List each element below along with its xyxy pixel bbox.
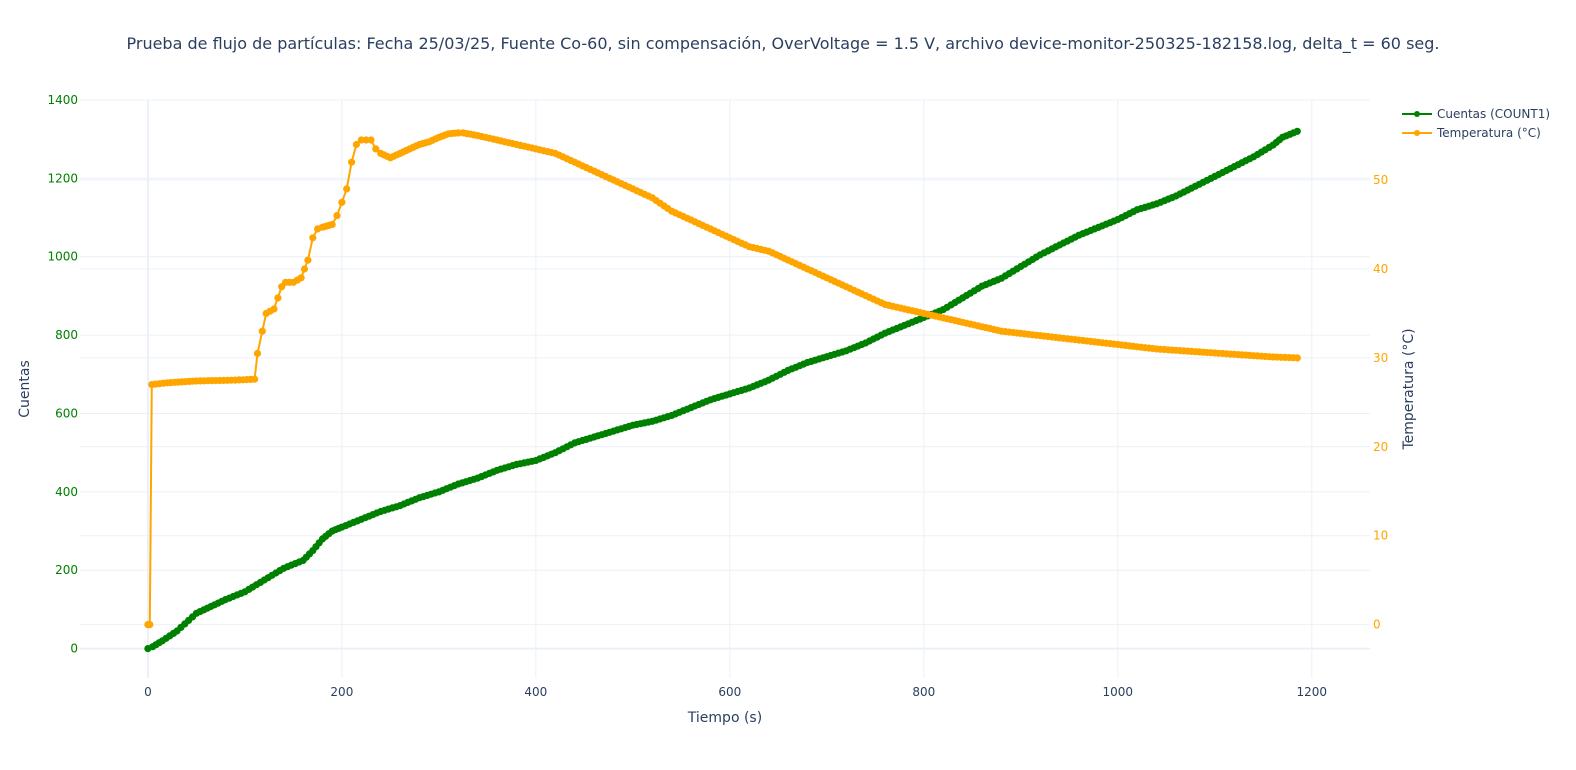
data-point	[300, 265, 309, 273]
x-tick-label: 1200	[1297, 685, 1328, 699]
x-axis-title: Tiempo (s)	[687, 710, 762, 726]
y-tick-label: 0	[70, 642, 78, 656]
data-point	[253, 349, 262, 357]
data-point	[367, 136, 375, 144]
legend-item[interactable]: Cuentas (COUNT1)	[1402, 107, 1550, 121]
data-point	[338, 198, 346, 206]
legend-item[interactable]: Temperatura (°C)	[1402, 126, 1541, 140]
x-tick-label: 1000	[1103, 685, 1134, 699]
grid	[80, 99, 1370, 678]
y2-tick-label: 30	[1373, 351, 1388, 365]
series-layer	[144, 127, 1301, 653]
x-tick-label: 800	[912, 685, 935, 699]
data-point	[328, 220, 336, 229]
y-tick-label: 800	[55, 328, 78, 342]
y2-tick-label: 20	[1373, 440, 1388, 454]
legend-marker	[1414, 130, 1420, 136]
data-point	[333, 212, 341, 220]
x-tick-label: 0	[144, 685, 152, 699]
y2-tick-label: 10	[1373, 529, 1388, 543]
legend-label: Cuentas (COUNT1)	[1437, 107, 1550, 121]
data-point	[251, 375, 259, 383]
legend[interactable]: Cuentas (COUNT1) Temperatura (°C)	[1402, 107, 1550, 140]
legend-label: Temperatura (°C)	[1436, 126, 1541, 140]
data-point	[297, 274, 305, 282]
y2-tick-label: 0	[1373, 618, 1381, 632]
y-tick-label: 200	[55, 563, 78, 577]
y-axis-title: Cuentas	[17, 360, 33, 418]
data-point	[343, 185, 351, 193]
x-tick-label: 600	[718, 685, 741, 699]
plot-background	[80, 100, 1370, 678]
data-point	[274, 294, 282, 302]
data-point	[309, 234, 317, 242]
data-point	[348, 158, 356, 166]
axes: 0 200 400 600 800 1000 12000200400600800100012…	[47, 93, 1388, 699]
y2-tick-label: 50	[1373, 173, 1388, 187]
y2-tick-label: 40	[1373, 262, 1388, 276]
legend-marker	[1414, 111, 1420, 117]
data-point	[1293, 127, 1301, 135]
data-point	[1293, 354, 1301, 362]
data-point	[258, 327, 266, 335]
y-tick-label: 1200	[47, 171, 78, 185]
y-tick-label: 400	[55, 485, 78, 499]
data-point	[146, 621, 154, 629]
data-point	[372, 145, 380, 153]
data-point	[352, 140, 360, 149]
y-tick-label: 1000	[47, 250, 78, 264]
y-tick-label: 1400	[47, 93, 78, 107]
y2-axis-title: Temperatura (°C)	[1401, 328, 1417, 450]
y-tick-label: 600	[55, 406, 78, 420]
chart-title: Prueba de flujo de partículas: Fecha 25/…	[127, 34, 1440, 54]
data-point	[304, 256, 312, 264]
x-tick-label: 200	[330, 685, 353, 699]
x-tick-label: 400	[524, 685, 547, 699]
series-1	[144, 127, 1301, 653]
series-2	[144, 129, 1301, 629]
data-point	[270, 305, 278, 313]
